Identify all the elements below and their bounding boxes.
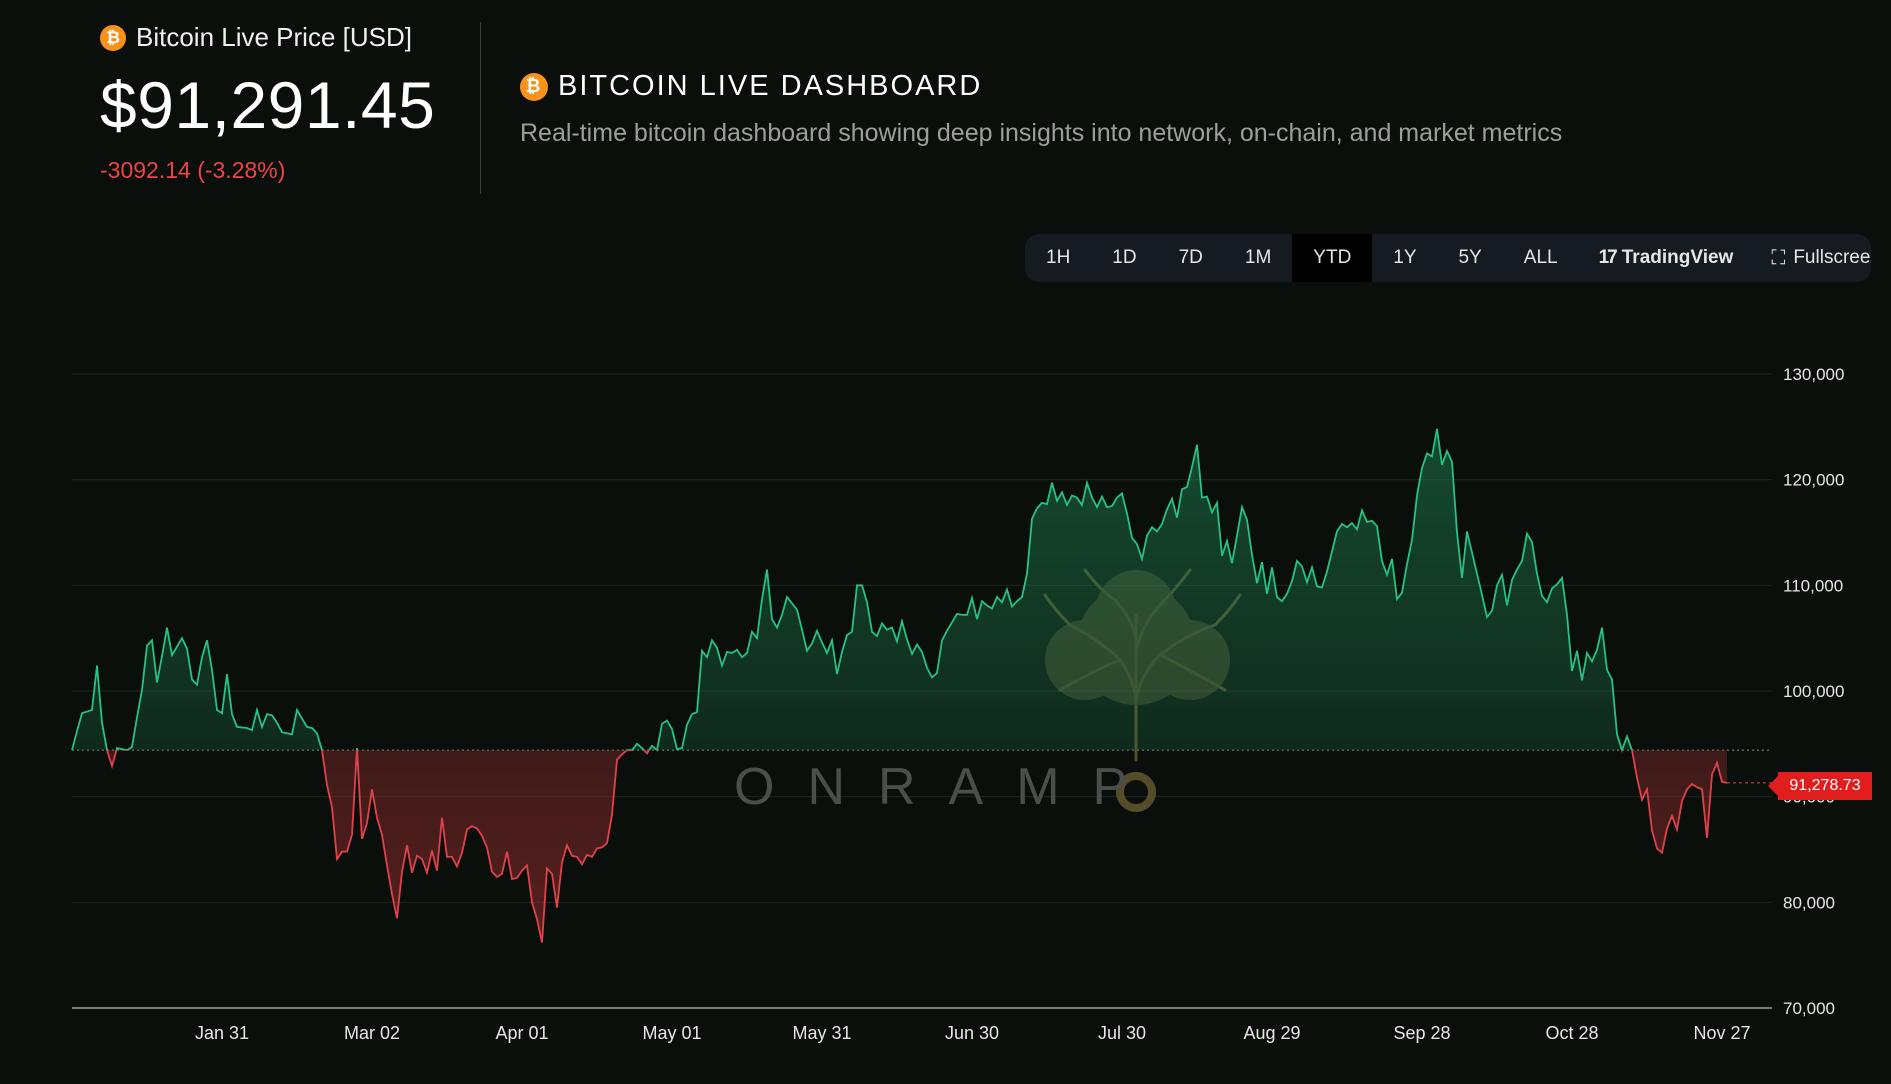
dashboard-title: ₿ BITCOIN LIVE DASHBOARD <box>520 70 1562 103</box>
price-line-up <box>71 428 1633 751</box>
range-button-all[interactable]: ALL <box>1523 247 1558 268</box>
range-button-ytd[interactable]: YTD <box>1292 234 1373 282</box>
x-tick-label: Nov 27 <box>1693 1023 1750 1043</box>
area-above-baseline <box>72 428 1727 751</box>
price-change: -3092.14 (-3.28%) <box>100 157 286 183</box>
dashboard-header: ₿ BITCOIN LIVE DASHBOARD Real-time bitco… <box>520 70 1562 148</box>
tradingview-button[interactable]: 17 TradingView <box>1579 234 1754 282</box>
price-label-text: Bitcoin Live Price [USD] <box>136 22 412 52</box>
area-below-baseline <box>72 750 1727 943</box>
bitcoin-icon: ₿ <box>100 24 126 51</box>
range-button-1d[interactable]: 1D <box>1112 247 1137 268</box>
y-tick-label: 120,000 <box>1783 471 1844 490</box>
range-button-1h[interactable]: 1H <box>1046 247 1071 268</box>
current-price-tag: 91,278.73 <box>1768 772 1872 800</box>
bitcoin-icon: ₿ <box>520 72 548 101</box>
x-tick-label: Oct 28 <box>1545 1023 1598 1043</box>
range-button-7d[interactable]: 7D <box>1178 247 1203 268</box>
y-tick-label: 70,000 <box>1783 999 1835 1018</box>
y-tick-label: 100,000 <box>1783 682 1844 701</box>
area-fill-down <box>72 750 1727 943</box>
price-label: ₿ Bitcoin Live Price [USD] <box>100 22 440 53</box>
fullscreen-icon: ⛶ <box>1771 246 1786 269</box>
range-button-1m[interactable]: 1M <box>1244 247 1272 268</box>
onramp-watermark: ONRAMP <box>734 758 1161 816</box>
series-line-down <box>71 750 1728 943</box>
series-line-up <box>71 428 1633 751</box>
range-button-5y[interactable]: 5Y <box>1458 247 1482 268</box>
x-tick-label: Aug 29 <box>1243 1023 1300 1043</box>
tradingview-label: TradingView <box>1621 247 1734 268</box>
live-price: $91,291.45 <box>100 68 436 142</box>
price-block: ₿ Bitcoin Live Price [USD] $91,291.45 -3… <box>100 22 440 184</box>
y-tick-label: 110,000 <box>1783 576 1843 595</box>
range-toolbar: 1H 1D 7D 1M YTD 1Y 5Y ALL 17 TradingView… <box>1025 234 1871 282</box>
price-line-down <box>71 750 1728 943</box>
range-button-1y[interactable]: 1Y <box>1393 247 1417 268</box>
x-tick-label: May 31 <box>792 1023 851 1043</box>
y-tick-label: 130,000 <box>1783 365 1844 384</box>
dashboard-subtitle: Real-time bitcoin dashboard showing deep… <box>520 119 1563 147</box>
x-tick-label: Jun 30 <box>945 1023 999 1043</box>
x-tick-label: Mar 02 <box>344 1023 400 1043</box>
tradingview-icon: 17 <box>1598 247 1618 268</box>
header-divider <box>480 22 481 194</box>
fullscreen-button[interactable]: ⛶ Fullscreen <box>1753 234 1871 282</box>
x-tick-label: Jan 31 <box>195 1023 249 1043</box>
fullscreen-label: Fullscreen <box>1793 247 1871 268</box>
area-fill-up <box>72 428 1727 751</box>
y-tick-label: 80,000 <box>1783 893 1835 912</box>
axes: 130,000120,000110,000100,00090,00080,000… <box>72 365 1844 1043</box>
dashboard-title-text: BITCOIN LIVE DASHBOARD <box>558 70 983 102</box>
x-tick-label: Apr 01 <box>495 1023 548 1043</box>
x-tick-label: May 01 <box>642 1023 701 1043</box>
x-tick-label: Sep 28 <box>1393 1023 1450 1043</box>
x-tick-label: Jul 30 <box>1098 1023 1146 1043</box>
